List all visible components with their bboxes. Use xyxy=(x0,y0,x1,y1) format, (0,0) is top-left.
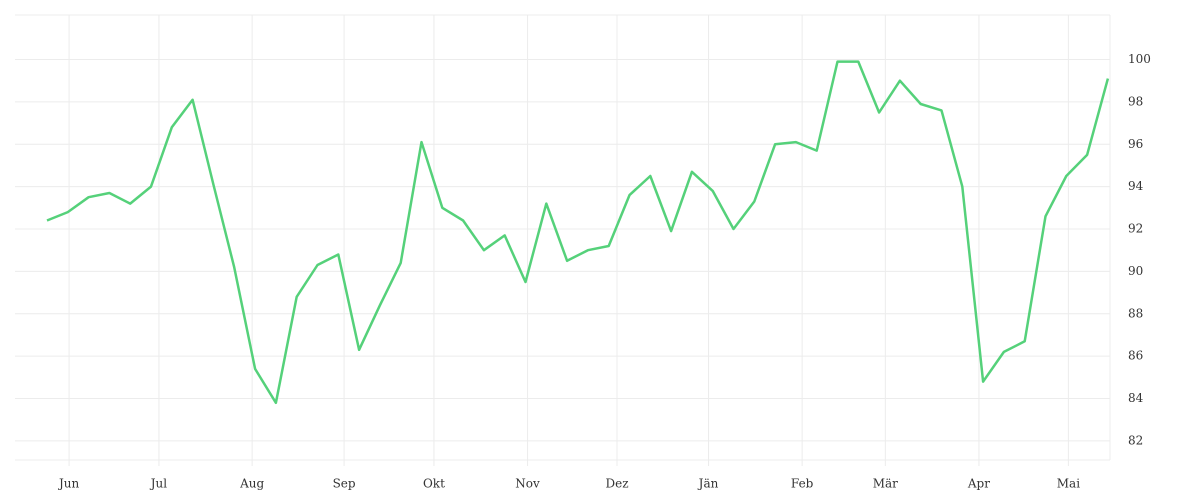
x-tick-label: Jän xyxy=(697,477,719,491)
x-tick-label: Mär xyxy=(873,477,898,491)
x-tick-label: Jun xyxy=(57,477,80,491)
x-tick-label: Apr xyxy=(967,477,990,491)
y-tick-label: 100 xyxy=(1128,52,1151,66)
y-tick-label: 86 xyxy=(1128,349,1143,363)
y-tick-label: 98 xyxy=(1128,94,1143,108)
y-tick-label: 96 xyxy=(1128,137,1143,151)
x-tick-label: Jul xyxy=(149,477,168,491)
y-tick-label: 88 xyxy=(1128,306,1143,320)
y-tick-label: 82 xyxy=(1128,433,1143,447)
x-tick-label: Mai xyxy=(1057,477,1080,491)
y-tick-label: 92 xyxy=(1128,222,1143,236)
y-tick-label: 84 xyxy=(1128,391,1144,405)
x-tick-label: Feb xyxy=(791,477,814,491)
x-tick-label: Aug xyxy=(239,477,264,491)
x-tick-label: Sep xyxy=(333,477,356,491)
x-tick-label: Dez xyxy=(605,477,628,491)
x-tick-label: Okt xyxy=(423,477,445,491)
y-tick-label: 94 xyxy=(1128,179,1144,193)
line xyxy=(46,60,1110,405)
x-tick-label: Nov xyxy=(515,477,540,491)
y-tick-label: 90 xyxy=(1128,264,1143,278)
